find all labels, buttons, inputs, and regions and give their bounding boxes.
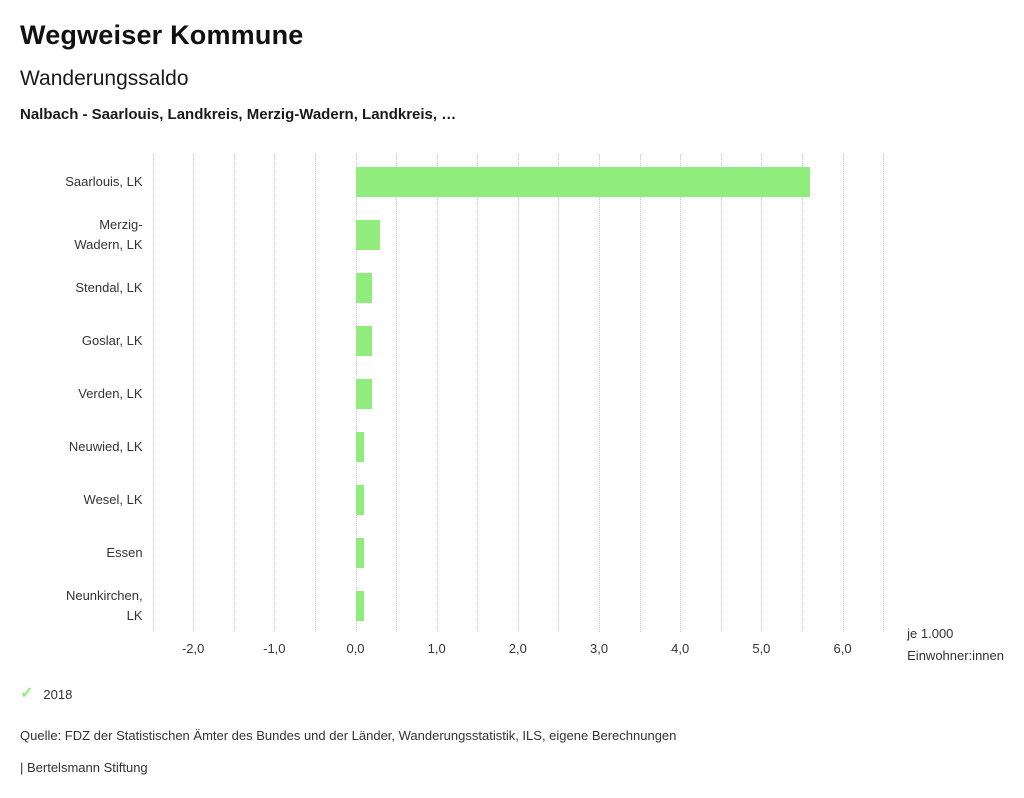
category-label-row: Goslar, LK: [20, 314, 153, 367]
legend: ✓ 2018: [20, 686, 1004, 702]
gridline: [193, 155, 195, 632]
gridline: [152, 155, 154, 632]
gridline: [233, 155, 235, 632]
bar[interactable]: [355, 166, 811, 197]
bar-row: [153, 473, 884, 526]
bar[interactable]: [355, 484, 364, 515]
category-label: Saarlouis, LK: [65, 173, 143, 189]
gridline: [883, 155, 885, 632]
x-axis: -2,0 -1,0 0,0 1,0 2,0 3,0 4,0 5,0 6,0: [153, 632, 884, 666]
legend-item-2018[interactable]: ✓ 2018: [20, 686, 72, 702]
gridline: [477, 155, 479, 632]
x-tick-label: 5,0: [752, 641, 771, 656]
bar[interactable]: [355, 325, 372, 356]
source-text: Quelle: FDZ der Statistischen Ämter des …: [20, 728, 677, 743]
x-tick-label: -1,0: [263, 641, 286, 656]
bar[interactable]: [355, 378, 372, 409]
x-tick-label: 3,0: [589, 641, 609, 656]
bar-row: [153, 261, 884, 314]
plot-area: [152, 155, 885, 632]
gridline: [314, 155, 316, 632]
category-label: Stendal, LK: [75, 279, 143, 295]
gridline: [558, 155, 560, 632]
page-title: Wegweiser Kommune: [20, 20, 304, 50]
plot-column: -2,0 -1,0 0,0 1,0 2,0 3,0 4,0 5,0 6,0: [152, 155, 885, 666]
bar[interactable]: [355, 219, 380, 250]
gridline: [436, 155, 438, 632]
bar-row: [153, 526, 884, 579]
x-tick-label: 4,0: [671, 641, 690, 656]
gridline: [396, 155, 398, 632]
x-tick-label: 2,0: [508, 641, 527, 656]
chart-subtitle: Nalbach - Saarlouis, Landkreis, Merzig-W…: [20, 106, 457, 123]
gridline: [842, 155, 844, 632]
x-tick-label: -2,0: [181, 641, 205, 656]
bar-rows: [153, 155, 884, 632]
gridline: [801, 155, 803, 632]
bar[interactable]: [355, 272, 372, 303]
category-label-row: Stendal, LK: [20, 261, 153, 314]
unit-label-line1: je 1.000: [907, 626, 954, 642]
category-label-row: Merzig-Wadern, LK: [20, 208, 153, 261]
category-label-row: Wesel, LK: [20, 473, 153, 526]
x-axis-unit-label: je 1.000 Einwohner:innen: [883, 155, 1004, 666]
bar-chart: Saarlouis, LK Merzig-Wadern, LK Stendal, L…: [20, 155, 1004, 666]
category-label-row: Saarlouis, LK: [20, 155, 153, 208]
legend-label: 2018: [43, 686, 73, 702]
category-label-row: Verden, LK: [20, 367, 153, 420]
gridline: [720, 155, 722, 632]
category-label: Neuwied, LK: [68, 438, 143, 454]
x-tick-label: 0,0: [346, 641, 365, 656]
category-label: Merzig-Wadern, LK: [74, 217, 143, 252]
gridline: [680, 155, 682, 632]
category-label: Essen: [106, 544, 143, 560]
bar[interactable]: [355, 537, 364, 568]
gridline: [599, 155, 601, 632]
gridline: [274, 155, 276, 632]
x-tick-label: 1,0: [427, 641, 446, 656]
bar[interactable]: [355, 431, 364, 462]
branding-text: | Bertelsmann Stiftung: [20, 760, 148, 775]
bar-row: [153, 155, 884, 208]
gridline: [761, 155, 763, 632]
chart-title: Wanderungssaldo: [20, 67, 189, 90]
category-label: Neunkirchen, LK: [65, 588, 143, 623]
bar-row: [153, 208, 884, 261]
x-tick-label: 6,0: [833, 641, 852, 656]
category-labels: Saarlouis, LK Merzig-Wadern, LK Stendal, L…: [20, 155, 153, 632]
bar-row: [153, 579, 884, 632]
bar-row: [153, 314, 884, 367]
bar-row: [153, 420, 884, 473]
category-label: Goslar, LK: [81, 332, 143, 348]
bar-row: [153, 367, 884, 420]
category-label-row: Neuwied, LK: [20, 420, 153, 473]
gridline: [639, 155, 641, 632]
bar[interactable]: [355, 590, 364, 621]
category-label: Verden, LK: [78, 385, 143, 401]
category-label: Wesel, LK: [83, 491, 143, 507]
category-label-row: Essen: [20, 526, 153, 579]
check-icon: ✓: [20, 685, 34, 702]
unit-label-line2: Einwohner:innen: [907, 647, 1004, 663]
category-label-row: Neunkirchen, LK: [20, 579, 153, 632]
gridline: [517, 155, 519, 632]
